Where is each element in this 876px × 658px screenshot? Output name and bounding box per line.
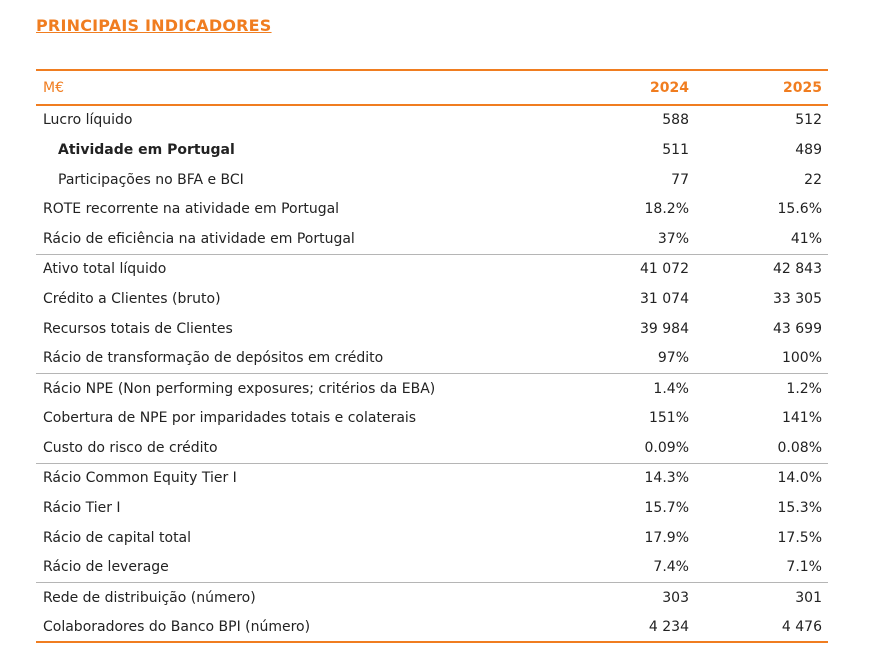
table-row: Rede de distribuição (número) 303 301 — [36, 582, 828, 613]
header-cell: 2024 — [650, 79, 689, 96]
row-label: Rácio Common Equity Tier I — [36, 462, 566, 493]
value-cell: 489 — [795, 141, 822, 158]
table-header: M€ 2024 2025 — [36, 70, 828, 105]
table-row: Recursos totais de Clientes 39 984 43 699 — [36, 314, 828, 344]
value-cell: 42 843 — [695, 253, 828, 285]
row-label: Atividade em Portugal — [58, 141, 235, 158]
value-cell: 37% — [657, 231, 689, 248]
value-cell: 301 — [695, 582, 828, 613]
value-cell: 31 074 — [640, 290, 689, 307]
value-cell: 15.6% — [777, 201, 822, 218]
value-cell: 512 — [795, 112, 822, 129]
table-row: ROTE recorrente na atividade em Portugal… — [36, 195, 828, 225]
row-label: Cobertura de NPE por imparidades totais … — [43, 410, 417, 427]
value-cell: 100% — [781, 350, 822, 367]
value-cell: 17.5% — [777, 529, 822, 546]
row-label: Recursos totais de Clientes — [43, 320, 233, 337]
table-row: Participações no BFA e BCI 77 22 — [36, 165, 828, 195]
header-cell: M€ — [43, 79, 64, 96]
table-row: Colaboradores do Banco BPI (número) 4 234… — [36, 612, 828, 644]
row-label: Rácio de transformação de depósitos em c… — [43, 350, 384, 367]
value-cell: 141% — [781, 410, 822, 427]
value-cell: 17.9% — [644, 529, 689, 546]
value-cell: 14.3% — [566, 462, 695, 493]
table-body: Lucro líquido 588 512 Atividade em Portugal… — [36, 105, 828, 644]
value-cell: 18.2% — [644, 201, 689, 218]
table-row: Rácio de leverage 7.4% 7.1% — [36, 553, 828, 583]
value-cell: 7.4% — [653, 559, 689, 576]
value-cell: 7.1% — [786, 559, 822, 576]
indicators-table: M€ 2024 2025 Lucro líquido 588 512 Atividad… — [36, 69, 828, 644]
value-cell: 43 699 — [773, 320, 822, 337]
value-cell: 41% — [790, 231, 822, 248]
row-label: Colaboradores do Banco BPI (número) — [36, 612, 566, 644]
value-cell: 14.0% — [695, 462, 828, 493]
row-label: Rácio de leverage — [43, 559, 169, 576]
table-row: Rácio Common Equity Tier I 14.3% 14.0% — [36, 462, 828, 493]
value-cell: 4 476 — [695, 612, 828, 644]
value-cell: 22 — [804, 171, 822, 188]
value-cell: 0.09% — [644, 439, 689, 456]
value-cell: 0.08% — [777, 439, 822, 456]
value-cell: 15.3% — [777, 499, 822, 516]
title: PRINCIPAIS INDICADORES — [36, 16, 272, 35]
row-label: Crédito a Clientes (bruto) — [43, 290, 221, 307]
value-cell: 511 — [662, 141, 689, 158]
table-row: Lucro líquido 588 512 — [36, 105, 828, 135]
row-label: Rácio NPE (Non performing exposures; cri… — [36, 373, 566, 404]
row-label: Lucro líquido — [43, 112, 133, 129]
row-label: Participações no BFA e BCI — [58, 171, 244, 188]
value-cell: 39 984 — [640, 320, 689, 337]
value-cell: 303 — [566, 582, 695, 613]
table-row: Ativo total líquido 41 072 42 843 — [36, 253, 828, 285]
table-row: Custo do risco de crédito 0.09% 0.08% — [36, 433, 828, 463]
value-cell: 41 072 — [566, 253, 695, 285]
row-label: Custo do risco de crédito — [43, 439, 218, 456]
value-cell: 4 234 — [566, 612, 695, 644]
row-label: Rácio Tier I — [43, 499, 121, 516]
row-label: ROTE recorrente na atividade em Portugal — [43, 201, 340, 218]
header-cell: 2025 — [783, 79, 822, 96]
value-cell: 33 305 — [773, 290, 822, 307]
row-label: Rácio de capital total — [43, 529, 192, 546]
row-label: Rede de distribuição (número) — [36, 582, 566, 613]
value-cell: 1.2% — [695, 373, 828, 404]
table-row: Crédito a Clientes (bruto) 31 074 33 305 — [36, 284, 828, 314]
table-row: Rácio de capital total 17.9% 17.5% — [36, 523, 828, 553]
value-cell: 97% — [657, 350, 689, 367]
row-label: Rácio de eficiência na atividade em Port… — [43, 231, 355, 248]
value-cell: 588 — [662, 112, 689, 129]
value-cell: 15.7% — [644, 499, 689, 516]
value-cell: 1.4% — [566, 373, 695, 404]
table-row: Rácio NPE (Non performing exposures; cri… — [36, 373, 828, 404]
table-row: Rácio de eficiência na atividade em Port… — [36, 224, 828, 254]
value-cell: 77 — [671, 171, 689, 188]
row-label: Ativo total líquido — [36, 253, 566, 285]
table-row: Cobertura de NPE por imparidades totais … — [36, 403, 828, 433]
table-row: Rácio Tier I 15.7% 15.3% — [36, 493, 828, 523]
table-row: Atividade em Portugal 511 489 — [36, 135, 828, 165]
value-cell: 151% — [648, 410, 689, 427]
header-row: M€ 2024 2025 — [36, 70, 828, 105]
table-row: Rácio de transformação de depósitos em c… — [36, 344, 828, 374]
